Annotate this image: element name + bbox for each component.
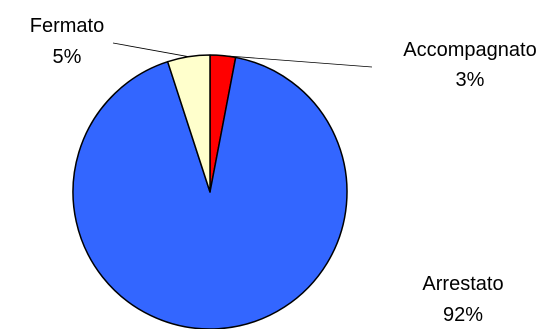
pie-slice-fermato xyxy=(166,54,211,193)
leader-line-accompagnato xyxy=(222,55,373,68)
slice-label-arrestato-value: 92% xyxy=(443,304,483,326)
slice-label-accompagnato-name: Accompagnato xyxy=(403,39,536,61)
pie-slices xyxy=(72,54,348,329)
leader-lines xyxy=(112,42,373,68)
slice-label-fermato-name: Fermato xyxy=(30,15,104,37)
slice-labels: Accompagnato 3% Arrestato 92% Fermato 5% xyxy=(30,15,537,326)
slice-label-accompagnato-value: 3% xyxy=(456,69,485,91)
leader-line-fermato xyxy=(112,42,189,58)
slice-label-fermato-value: 5% xyxy=(53,46,82,68)
slice-label-arrestato-name: Arrestato xyxy=(422,273,503,295)
